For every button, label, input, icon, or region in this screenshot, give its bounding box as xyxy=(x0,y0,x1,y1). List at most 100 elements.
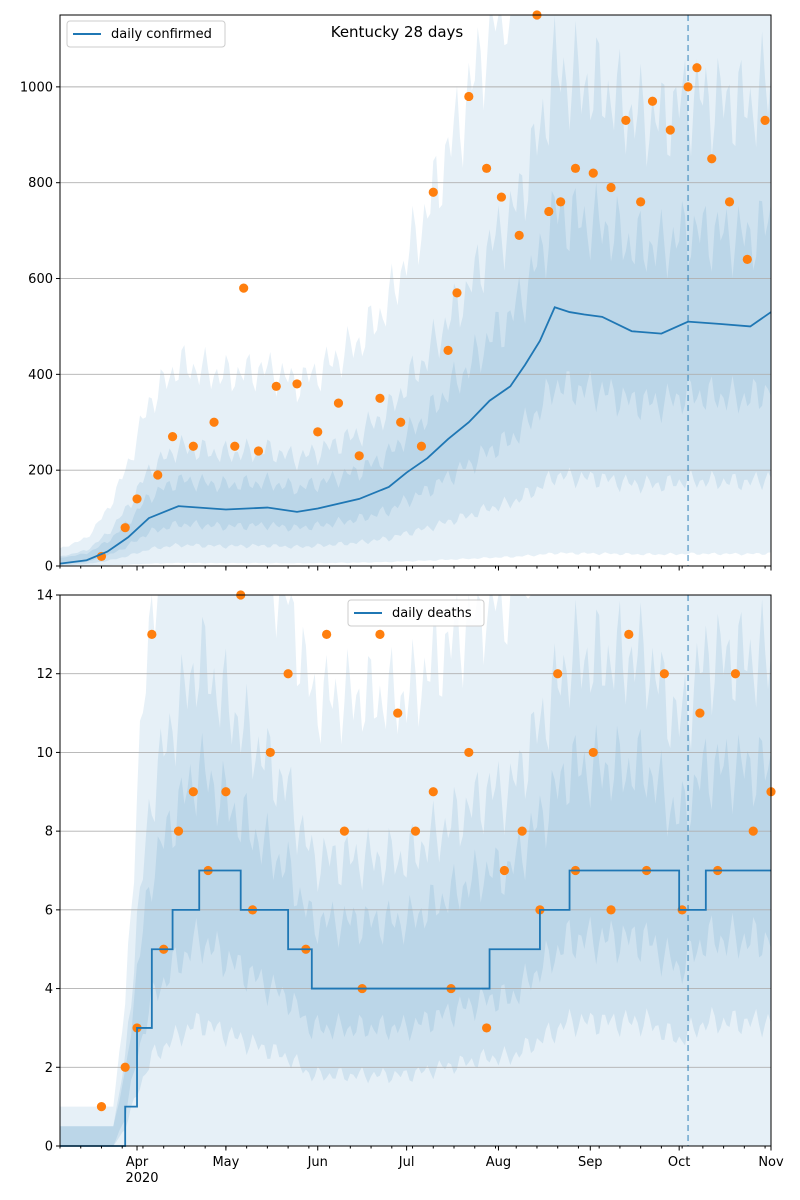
confirmed-axes-frame xyxy=(59,14,772,567)
confirmed-observed-point xyxy=(416,441,427,451)
deaths-y-tick-label: 12 xyxy=(36,667,53,682)
confirmed-legend-label: daily confirmed xyxy=(111,27,212,42)
chart-title: Kentucky 28 days xyxy=(331,23,464,41)
confirmed-observed-point xyxy=(313,427,323,437)
deaths-y-tick-label: 4 xyxy=(45,982,53,997)
deaths-legend-label: daily deaths xyxy=(392,606,472,621)
confirmed-legend-box xyxy=(66,20,226,48)
confirmed-observed-point xyxy=(452,288,462,298)
x-tick-label: Nov xyxy=(758,1155,784,1170)
confirmed-observed-point xyxy=(724,197,735,207)
confirmed-median-line xyxy=(59,306,772,565)
confirmed-observed-point xyxy=(428,187,438,197)
confirmed-observed-point xyxy=(544,206,554,217)
confirmed-observed-point xyxy=(588,168,598,178)
confirmed-y-tick-label: 0 xyxy=(45,560,53,575)
confirmed-observed-point xyxy=(354,451,364,461)
confirmed-observed-point xyxy=(230,441,240,451)
deaths-observed-point xyxy=(221,787,231,797)
confirmed-observed-point xyxy=(514,230,524,240)
x-tick-label: Jul xyxy=(398,1155,415,1170)
confirmed-observed-point xyxy=(443,345,453,355)
confirmed-observed-point xyxy=(253,446,264,456)
deaths-y-tick-label: 14 xyxy=(36,589,53,604)
deaths-observed-point xyxy=(748,826,758,836)
confirmed-observed-point xyxy=(292,379,302,389)
deaths-panel: 0 2 4 6 8 10 12 14 Apr May Jun Jul Aug Sep Oct Nov dai… xyxy=(36,589,784,1187)
confirmed-observed-point xyxy=(647,96,658,106)
confirmed-observed-point xyxy=(636,197,646,207)
deaths-y-tick-label: 10 xyxy=(36,746,53,761)
deaths-y-tick-label: 2 xyxy=(45,1061,53,1076)
deaths-observed-point xyxy=(588,747,598,758)
confirmed-observed-point xyxy=(496,192,507,202)
x-tick-label: May xyxy=(212,1155,239,1170)
confirmed-y-tick-label: 600 xyxy=(28,272,53,287)
confirmed-panel: 0 200 400 600 800 1000 Kentucky 28 days daily… xyxy=(20,10,772,575)
deaths-legend-box xyxy=(347,599,485,627)
confirmed-band-1 xyxy=(60,15,771,566)
x-axis-year-label: 2020 xyxy=(125,1171,158,1186)
confirmed-x-ticks xyxy=(59,566,772,571)
deaths-band-1 xyxy=(60,595,771,1146)
deaths-band-3 xyxy=(60,724,771,1146)
confirmed-observed-point xyxy=(120,523,130,533)
confirmed-observed-point xyxy=(665,125,675,135)
x-tick-label: Apr xyxy=(126,1155,149,1170)
deaths-observed-point xyxy=(428,787,438,797)
confirmed-observed-point xyxy=(188,441,198,451)
confirmed-observed-point xyxy=(153,470,163,480)
x-tick-label: Jun xyxy=(307,1155,328,1170)
confirmed-observed-point xyxy=(692,63,702,73)
deaths-x-ticks: Apr May Jun Jul Aug Sep Oct Nov xyxy=(59,1146,784,1170)
deaths-observed-point xyxy=(339,826,349,836)
x-tick-label: Sep xyxy=(578,1155,603,1170)
x-tick-label: Aug xyxy=(486,1155,511,1170)
confirmed-observed-point xyxy=(606,182,616,193)
confirmed-y-ticks: 0 200 400 600 800 1000 xyxy=(20,80,60,575)
confirmed-observed-point xyxy=(707,154,717,164)
confirmed-observed-point xyxy=(271,381,281,391)
deaths-observed-point xyxy=(393,708,403,718)
deaths-y-tick-label: 8 xyxy=(45,825,53,840)
confirmed-y-tick-label: 400 xyxy=(28,368,53,383)
confirmed-observed-point xyxy=(570,163,581,173)
confirmed-observed-point xyxy=(239,283,249,293)
deaths-observed-point xyxy=(482,1023,492,1033)
confirmed-observed-point xyxy=(167,432,178,442)
deaths-observed-point xyxy=(695,708,705,718)
confirmed-observed-point xyxy=(742,254,752,264)
deaths-y-ticks: 0 2 4 6 8 10 12 14 xyxy=(36,589,60,1155)
deaths-observed-point xyxy=(322,629,332,639)
deaths-median-path xyxy=(60,869,771,1147)
deaths-observed-point xyxy=(606,905,616,915)
deaths-observed-point xyxy=(188,787,198,797)
deaths-axes-frame xyxy=(59,594,772,1147)
deaths-y-tick-label: 6 xyxy=(45,903,53,918)
deaths-observed-point xyxy=(553,669,563,679)
confirmed-y-tick-label: 200 xyxy=(28,464,53,479)
confirmed-band-2 xyxy=(60,15,771,566)
deaths-observed-point xyxy=(96,1102,107,1112)
deaths-median-line xyxy=(60,869,771,1147)
confirmed-observed-point xyxy=(333,398,344,408)
deaths-observed-point xyxy=(624,629,634,639)
deaths-observed-point xyxy=(499,865,509,876)
deaths-observed-point xyxy=(659,669,669,679)
deaths-legend: daily deaths xyxy=(347,599,485,627)
confirmed-observed-point xyxy=(621,115,631,126)
deaths-y-tick-label: 0 xyxy=(45,1140,53,1155)
deaths-observed-point xyxy=(173,826,184,836)
confirmed-legend: daily confirmed xyxy=(66,20,226,48)
confirmed-y-tick-label: 800 xyxy=(28,176,53,191)
confirmed-observed-point xyxy=(464,91,474,102)
confirmed-observed-point xyxy=(760,115,770,126)
deaths-observed-point xyxy=(120,1062,130,1072)
confirmed-observed-point xyxy=(683,82,693,92)
deaths-observed-point xyxy=(283,669,293,679)
deaths-observed-point xyxy=(464,747,474,758)
deaths-uncertainty-bands xyxy=(60,595,771,1146)
deaths-observed-point xyxy=(147,629,157,639)
confirmed-observed-point xyxy=(132,494,142,504)
